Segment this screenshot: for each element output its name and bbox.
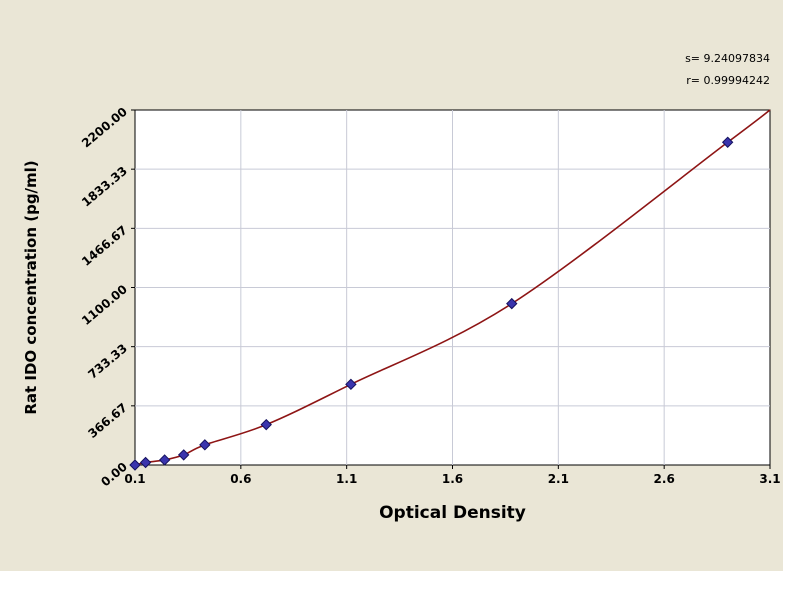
x-tick-label: 1.6 xyxy=(442,472,463,486)
stat-s: s= 9.24097834 xyxy=(685,52,770,65)
stat-r: r= 0.99994242 xyxy=(686,74,770,87)
x-tick-label: 1.1 xyxy=(336,472,357,486)
data-point xyxy=(260,418,272,431)
y-tick-label: 1100.00 xyxy=(79,282,130,328)
stats-block: s= 9.24097834 r= 0.99994242 xyxy=(470,48,770,92)
x-tick-label: 0.6 xyxy=(230,472,251,486)
y-tick-label: 1466.67 xyxy=(79,223,130,269)
y-axis-title: Rat IDO concentration (pg/ml) xyxy=(22,160,40,415)
data-point xyxy=(345,378,357,391)
data-point xyxy=(139,456,152,469)
y-tick-label: 733.33 xyxy=(85,341,129,381)
data-point xyxy=(129,459,141,471)
data-point xyxy=(177,449,190,461)
x-tick-label: 0.1 xyxy=(124,472,145,486)
data-point xyxy=(506,297,518,310)
data-point xyxy=(199,439,211,451)
x-tick-label: 3.1 xyxy=(759,472,780,486)
y-tick-label: 2200.00 xyxy=(79,105,130,151)
y-tick-label: 366.67 xyxy=(85,400,129,440)
data-point xyxy=(158,454,171,466)
x-tick-label: 2.6 xyxy=(654,472,675,486)
chart-canvas: 0.1 0.6 1.1 1.6 2.1 2.6 3.1 0.00 366.67 733.33 110… xyxy=(0,0,783,571)
x-tick-label: 2.1 xyxy=(548,472,569,486)
data-point xyxy=(721,136,734,148)
y-tick-label: 1833.33 xyxy=(79,164,130,210)
x-axis-title: Optical Density xyxy=(379,503,526,523)
